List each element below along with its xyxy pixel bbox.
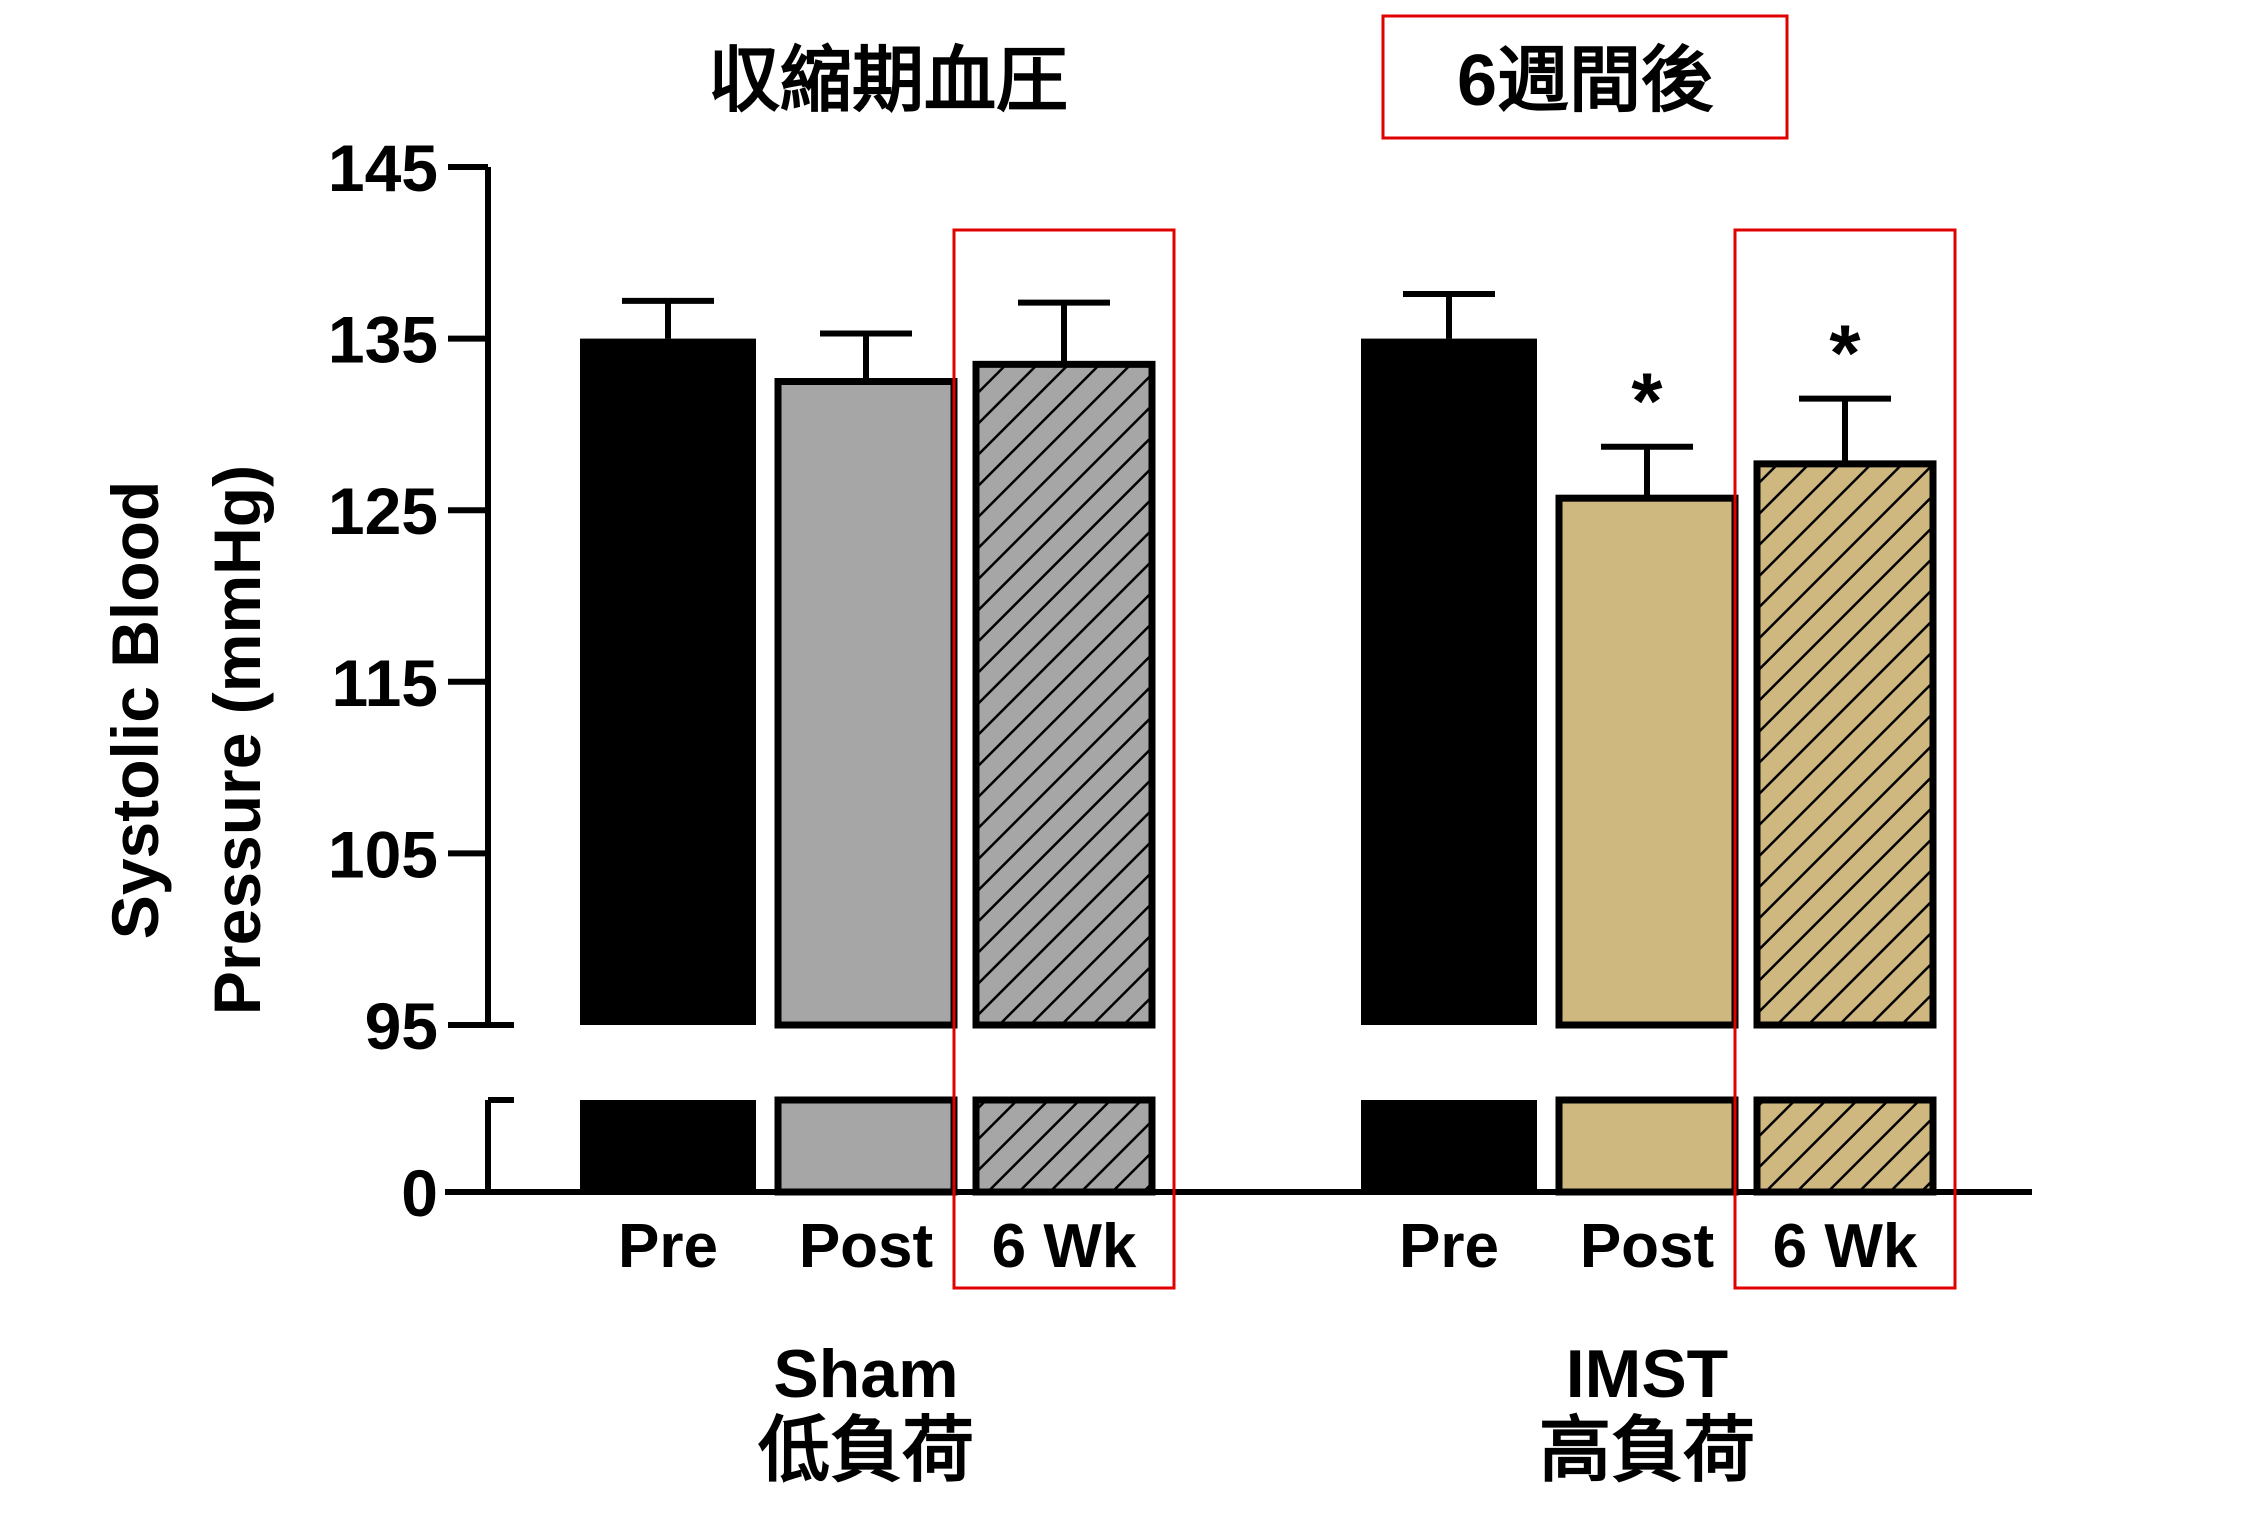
annotation-box-frame — [1381, 14, 1789, 140]
bar-sham-pre-upper — [580, 338, 756, 1026]
bar-imst-pre-lower — [1361, 1100, 1537, 1192]
y-tick-label-0: 0 — [401, 1156, 438, 1230]
bar-hatch-lower — [979, 1100, 1149, 1189]
bars — [580, 290, 1937, 1196]
category-label: 6 Wk — [1773, 1212, 1918, 1281]
bar-imst-pre-upper — [1361, 338, 1537, 1026]
bar-hatch-upper — [979, 367, 1149, 1026]
significance-star: * — [1829, 309, 1861, 398]
y-tick-label-135: 135 — [328, 303, 438, 377]
bar-hatch-upper — [1760, 466, 1930, 1025]
bar-imst-post-upper — [1555, 494, 1739, 1029]
y-axis-label-line-1: Systolic Blood — [98, 481, 172, 939]
significance-star: * — [1631, 357, 1663, 446]
highlight-box — [952, 228, 1176, 1290]
y-tick-label-105: 105 — [328, 817, 438, 891]
category-label: Pre — [1399, 1212, 1499, 1281]
group-label: IMST — [1566, 1336, 1728, 1412]
bar-imst-post-lower — [1555, 1096, 1739, 1196]
category-label: Post — [1580, 1212, 1714, 1281]
y-tick-label-125: 125 — [328, 474, 438, 548]
category-label: Pre — [618, 1212, 718, 1281]
group-label: Sham — [773, 1336, 958, 1412]
y-tick-label-115: 115 — [332, 646, 438, 720]
y-tick-label-95: 95 — [365, 989, 438, 1063]
annotation-box-label: 6週間後 — [1457, 41, 1714, 121]
y-axis-label-line-2: Pressure (mmHg) — [200, 465, 274, 1015]
category-label: Post — [799, 1212, 933, 1281]
bar-sham-pre-lower — [580, 1100, 756, 1192]
bar-sham-post-lower — [774, 1096, 958, 1196]
category-label: 6 Wk — [992, 1212, 1137, 1281]
group-sublabel: 低負荷 — [758, 1411, 974, 1491]
y-tick-label-145: 145 — [328, 131, 438, 205]
group-sublabel: 高負荷 — [1539, 1411, 1755, 1491]
y-axis-label: Systolic Blood Pressure (mmHg) — [98, 465, 274, 1015]
highlight-box — [1733, 228, 1957, 1290]
chart-title: 収縮期血圧 — [708, 41, 1068, 121]
bar-sham-post-upper — [774, 378, 958, 1029]
bar-hatch-lower — [1760, 1100, 1930, 1189]
